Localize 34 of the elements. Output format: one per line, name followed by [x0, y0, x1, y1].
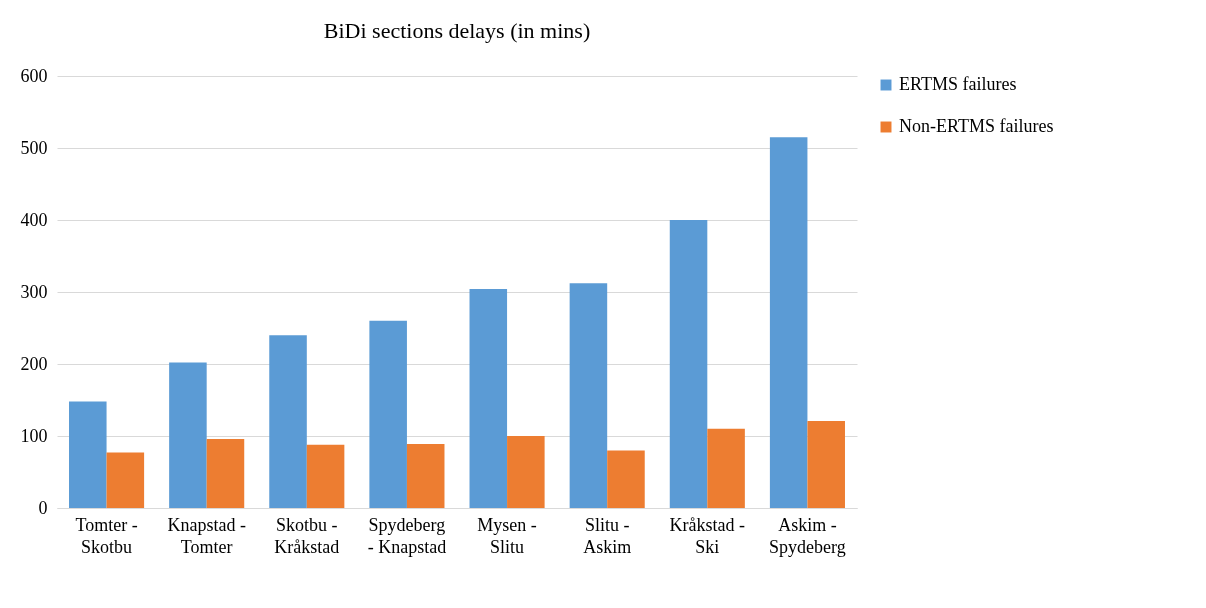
bar [206, 438, 245, 508]
y-tick-label: 0 [38, 497, 48, 518]
x-tick-label: Tomter - Skotbu [75, 514, 138, 557]
bar [269, 335, 307, 508]
y-tick-label: 600 [20, 65, 48, 86]
x-tick-label: Slitu - Askim [583, 514, 632, 557]
bar [569, 283, 608, 508]
bar [707, 428, 745, 508]
bar [769, 137, 808, 508]
x-tick-label: Spydeberg - Knapstad [367, 514, 447, 557]
legend-label: Non-ERTMS failures [899, 116, 1054, 136]
bar [469, 289, 508, 508]
bar [607, 450, 645, 508]
bar [169, 362, 207, 508]
bar [369, 320, 407, 508]
x-tick-label: Mysen - Slitu [477, 514, 537, 557]
bar [406, 443, 445, 508]
x-tick-label: Knapstad - Tomter [167, 514, 246, 557]
y-tick-label: 200 [20, 353, 48, 374]
bar [306, 444, 345, 508]
chart-title: BiDi sections delays (in mins) [323, 18, 591, 43]
bar [807, 420, 845, 508]
x-tick-label: Askim - Spydeberg [769, 514, 846, 557]
bar [69, 401, 107, 508]
y-tick-label: 300 [20, 281, 48, 302]
bar [106, 452, 145, 508]
legend-label: ERTMS failures [899, 74, 1017, 94]
y-tick-label: 500 [20, 137, 48, 158]
y-tick-label: 100 [20, 425, 48, 446]
y-tick-label: 400 [20, 209, 48, 230]
x-tick-label: Skotbu - Kråkstad [274, 514, 340, 557]
bar [507, 436, 545, 508]
bar [669, 220, 708, 508]
x-tick-label: Kråkstad - Ski [669, 514, 746, 557]
